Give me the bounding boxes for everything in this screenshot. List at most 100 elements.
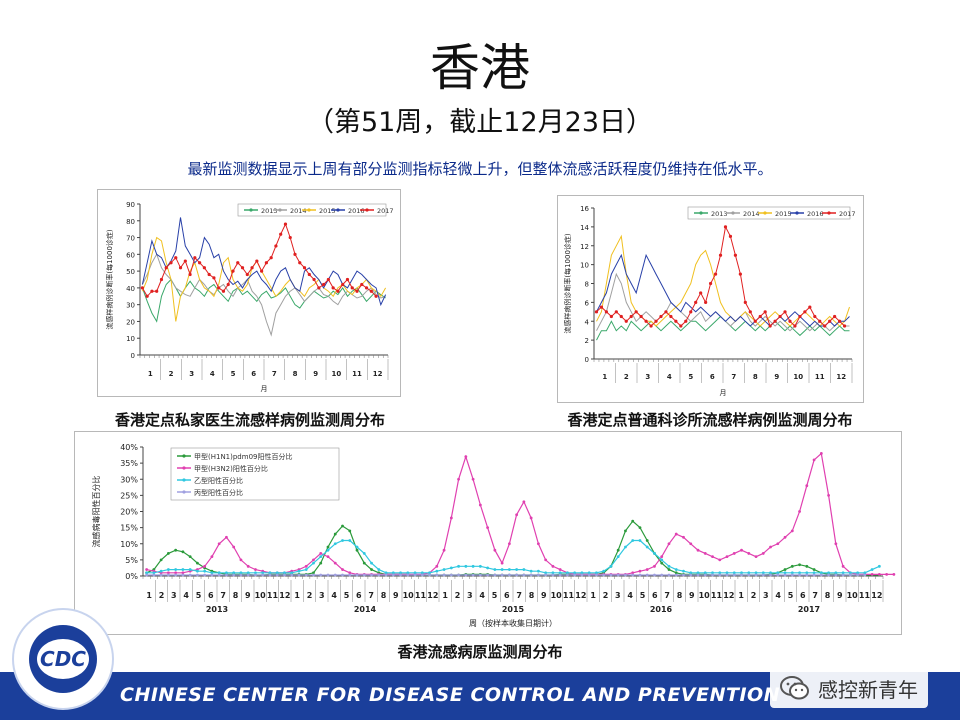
data-point (776, 571, 780, 575)
data-point (769, 571, 772, 575)
data-point (457, 573, 460, 577)
data-point (406, 573, 410, 577)
data-point (341, 524, 344, 528)
x-month-label: 6 (652, 591, 658, 600)
y-tick-label: 35% (120, 459, 138, 468)
data-point (369, 289, 373, 293)
wechat-icon (780, 676, 809, 700)
series-line-2013 (596, 315, 850, 341)
data-point (689, 571, 693, 575)
data-point (264, 261, 268, 265)
x-month-label: 3 (763, 591, 769, 600)
data-point (703, 573, 707, 577)
x-month-label: 7 (731, 373, 736, 381)
data-point (174, 256, 178, 260)
data-point (159, 573, 163, 577)
data-point (638, 569, 642, 573)
y-tick-label: 20 (126, 318, 135, 326)
y-tick-label: 10 (580, 262, 589, 270)
data-point (500, 568, 504, 571)
data-point (798, 571, 801, 575)
legend-label: 丙型阳性百分比 (194, 488, 243, 497)
y-tick-label: 40 (126, 285, 135, 293)
x-month-label: 7 (664, 591, 670, 600)
data-point (217, 542, 221, 546)
data-point (406, 571, 410, 575)
data-point (457, 564, 460, 568)
data-point (711, 571, 714, 575)
data-point (778, 314, 782, 319)
data-point (217, 573, 221, 577)
data-point (464, 564, 468, 568)
data-point (198, 261, 202, 265)
x-month-label: 4 (183, 591, 189, 600)
data-point (566, 573, 569, 577)
data-point (783, 568, 787, 571)
x-month-label: 8 (381, 591, 387, 600)
data-point (667, 568, 671, 571)
data-point (818, 319, 822, 323)
data-point (696, 573, 700, 577)
data-point (493, 548, 497, 552)
data-point (384, 573, 388, 577)
legend-label: 甲型(H1N1)pdm09阳性百分比 (194, 452, 292, 461)
legend-marker (182, 490, 186, 494)
data-point (362, 573, 366, 577)
data-point (649, 324, 653, 328)
data-point (507, 568, 511, 571)
legend-marker (827, 211, 831, 215)
data-point (732, 571, 736, 575)
x-month-label: 8 (753, 373, 758, 381)
x-month-label: 6 (251, 370, 256, 378)
data-point (522, 568, 526, 571)
x-month-label: 5 (492, 591, 498, 600)
x-month-label: 11 (711, 591, 723, 600)
data-point (355, 548, 359, 552)
caption-pathogen: 香港流感病原监测周分布 (397, 643, 563, 661)
data-point (254, 573, 257, 577)
data-point (326, 548, 330, 552)
data-point (803, 310, 807, 314)
data-point (370, 573, 373, 577)
data-point (718, 253, 723, 257)
data-point (283, 573, 286, 577)
footer-text: CHINESE CENTER FOR DISEASE CONTROL AND P… (120, 684, 781, 706)
y-tick-label: 80 (126, 218, 135, 226)
x-month-label: 6 (504, 591, 510, 600)
x-month-label: 3 (171, 591, 177, 600)
data-point (341, 282, 345, 287)
data-point (152, 573, 156, 577)
data-point (254, 571, 257, 575)
data-point (159, 558, 163, 562)
data-point (159, 569, 163, 573)
data-point (604, 310, 609, 314)
data-point (674, 571, 678, 575)
chart-pathogen: 0% 5% 10% 15% 20% 25% 30% 35% 40% 流感病毒阳性百分比 1 2 3 4 5 6… (74, 431, 902, 635)
data-point (644, 319, 648, 323)
data-point (312, 573, 315, 577)
data-point (711, 573, 714, 577)
y-tick-label: 16 (580, 205, 589, 213)
data-point (842, 324, 847, 328)
x-month-label: 12 (279, 591, 290, 600)
data-point (754, 571, 758, 575)
data-point (486, 566, 490, 570)
data-point (145, 573, 149, 577)
x-month-label: 8 (293, 370, 298, 378)
data-point (783, 535, 787, 539)
data-point (834, 571, 838, 575)
data-point (841, 571, 845, 575)
x-month-label: 12 (836, 373, 846, 381)
data-point (246, 564, 250, 568)
data-point (827, 571, 830, 575)
data-point (420, 571, 424, 575)
data-point (326, 545, 330, 549)
data-point (599, 305, 604, 309)
x-month-label: 5 (231, 370, 236, 378)
data-point (374, 294, 378, 298)
data-point (166, 571, 170, 575)
x-month-label: 10 (403, 591, 415, 600)
data-point (667, 564, 671, 568)
data-point (740, 573, 743, 577)
data-point (232, 573, 236, 577)
